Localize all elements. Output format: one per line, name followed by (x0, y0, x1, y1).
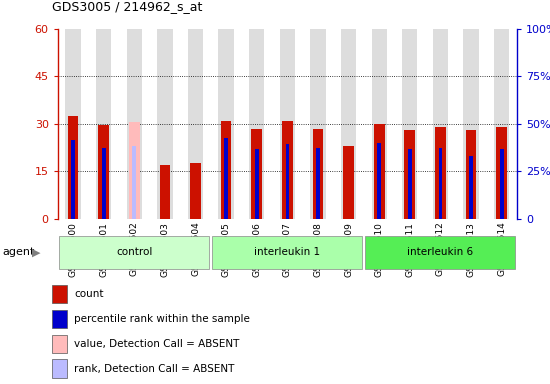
Bar (285, 144, 289, 219)
Bar (343, 146, 354, 219)
Bar (372, 29, 387, 219)
Bar (280, 29, 295, 219)
Bar (71, 140, 75, 219)
Bar (251, 129, 262, 219)
Bar (157, 29, 173, 219)
Text: interleukin 1: interleukin 1 (254, 247, 321, 258)
Bar (221, 121, 232, 219)
Bar (316, 147, 320, 219)
Bar (310, 29, 326, 219)
Bar (464, 29, 478, 219)
Bar (126, 29, 142, 219)
Bar (190, 164, 201, 219)
Text: percentile rank within the sample: percentile rank within the sample (74, 314, 250, 324)
Bar (469, 156, 473, 219)
Bar (98, 126, 109, 219)
Bar (218, 29, 234, 219)
Text: ▶: ▶ (32, 247, 40, 258)
Text: interleukin 6: interleukin 6 (408, 247, 474, 258)
Bar (408, 149, 412, 219)
Bar (133, 146, 136, 219)
Bar (435, 127, 446, 219)
Bar (255, 149, 258, 219)
Bar (224, 138, 228, 219)
Text: value, Detection Call = ABSENT: value, Detection Call = ABSENT (74, 339, 240, 349)
Text: GDS3005 / 214962_s_at: GDS3005 / 214962_s_at (52, 0, 202, 13)
Bar (494, 29, 509, 219)
Bar (404, 130, 415, 219)
Bar (438, 147, 442, 219)
Bar (188, 29, 203, 219)
FancyBboxPatch shape (365, 236, 515, 269)
Bar (282, 121, 293, 219)
Bar (374, 124, 384, 219)
Text: rank, Detection Call = ABSENT: rank, Detection Call = ABSENT (74, 364, 234, 374)
FancyBboxPatch shape (59, 236, 210, 269)
Bar (377, 143, 381, 219)
Bar (160, 165, 170, 219)
Bar (52, 359, 67, 378)
Text: count: count (74, 289, 104, 299)
Bar (433, 29, 448, 219)
Bar (102, 147, 106, 219)
Bar (312, 129, 323, 219)
Text: agent: agent (3, 247, 35, 258)
Bar (68, 116, 79, 219)
Text: control: control (116, 247, 152, 258)
Bar (52, 310, 67, 328)
Bar (402, 29, 417, 219)
Bar (129, 122, 140, 219)
Bar (466, 130, 476, 219)
Bar (249, 29, 265, 219)
Bar (52, 334, 67, 353)
Bar (341, 29, 356, 219)
FancyBboxPatch shape (212, 236, 362, 269)
Bar (52, 285, 67, 303)
Bar (500, 149, 504, 219)
Bar (65, 29, 81, 219)
Bar (496, 127, 507, 219)
Bar (96, 29, 111, 219)
